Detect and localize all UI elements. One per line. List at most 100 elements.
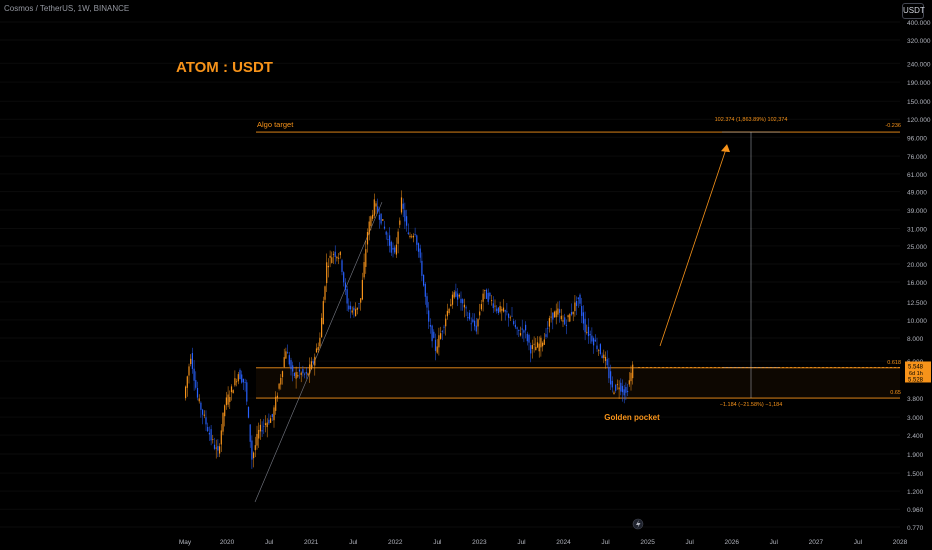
candle-body [479,311,481,316]
candle-body [604,356,607,361]
x-tick-label: 2026 [725,539,740,546]
candle-body [480,304,482,310]
currency-button[interactable]: USDT [902,3,925,19]
x-tick-label: Jul [686,539,695,546]
candle-body [564,317,566,325]
candle-body [360,298,362,303]
symbol-header[interactable]: Cosmos / TetherUS, 1W, BINANCE [4,4,130,13]
candle-body [411,236,413,238]
arrow-head [721,144,730,153]
candle-body [234,378,236,386]
candle-body [242,378,244,383]
candle-body [598,350,600,352]
candle-body [627,391,629,393]
candle-body [259,424,261,432]
candle-body [319,337,321,347]
candle-body [519,333,522,336]
candle-body [297,374,299,377]
target-measure-label: 102.374 (1,863.89%) 102,374 [715,117,788,123]
candle-body [632,364,634,379]
candle-body [538,343,540,352]
candle-body [385,231,387,235]
candle-body [417,243,420,252]
candle-body [492,303,494,309]
candle-body [224,405,226,417]
candle-body [419,248,421,258]
candle-body [232,390,234,394]
fib-65-label: 0.65 [890,390,901,396]
candle-body [587,326,590,337]
candle-body [310,361,312,370]
candle-body [351,310,353,313]
candle-body [623,389,625,396]
x-tick-label: Jul [601,539,610,546]
candle-body [207,426,209,432]
candle-body [315,348,318,353]
candle-body [460,298,462,303]
candle-body [227,394,229,405]
candle-body [491,300,493,301]
candle-body [363,262,365,278]
candle-body [246,382,248,402]
candle-body [338,257,340,259]
y-tick-label: 120.000 [907,117,931,124]
y-tick-label: 16.000 [907,280,927,287]
y-tick-label: 190.000 [907,80,931,87]
candle-body [601,355,603,358]
candle-body [450,304,452,307]
candle-body [212,439,214,441]
y-tick-label: 1.500 [907,471,924,478]
price-value: 5.548 [908,364,924,370]
candle-body [190,358,192,365]
candle-body [344,282,346,290]
candle-body [283,357,285,367]
candle-body [295,372,297,379]
candle-body [521,328,523,330]
candle-body [586,331,588,333]
candle-body [239,369,241,380]
candle-body [400,197,403,213]
candle-body [485,289,488,299]
candle-body [502,307,505,312]
candle-body [394,247,396,253]
candle-body [312,361,314,363]
candle-body [300,372,302,375]
candle-body [550,316,552,318]
candle-body [610,371,612,385]
lightning-bolt-icon [636,520,641,528]
candle-body [472,319,474,322]
candle-body [434,339,437,351]
candle-body [552,312,554,320]
candle-body [331,257,333,263]
candle-body [474,320,476,327]
down-measure-label: −1.184 (−21.58%) −1,184 [720,402,783,408]
candle-body [484,290,486,291]
candle-body [375,203,377,207]
candle-body [222,412,224,432]
candle-body [533,343,535,345]
candle-body [213,444,216,449]
candle-body [523,330,525,333]
price-box [905,361,931,383]
candle-body [292,365,294,372]
candle-body [535,346,537,351]
candle-body [368,221,370,235]
candle-body [302,369,304,374]
candle-body [202,409,204,415]
candle-body [487,292,489,302]
candle-body [258,429,260,439]
candle-body [271,414,273,418]
y-tick-label: 12.500 [907,300,927,307]
candle-body [278,383,280,389]
candle-body [562,320,564,322]
candle-body [285,351,287,359]
x-tick-label: 2023 [472,539,487,546]
candle-body [276,395,278,398]
candle-body [185,386,187,399]
candle-body [569,314,571,322]
candle-body [516,327,518,329]
candle-body [525,324,527,331]
candle-body [215,447,217,449]
y-tick-label: 31.000 [907,227,927,234]
